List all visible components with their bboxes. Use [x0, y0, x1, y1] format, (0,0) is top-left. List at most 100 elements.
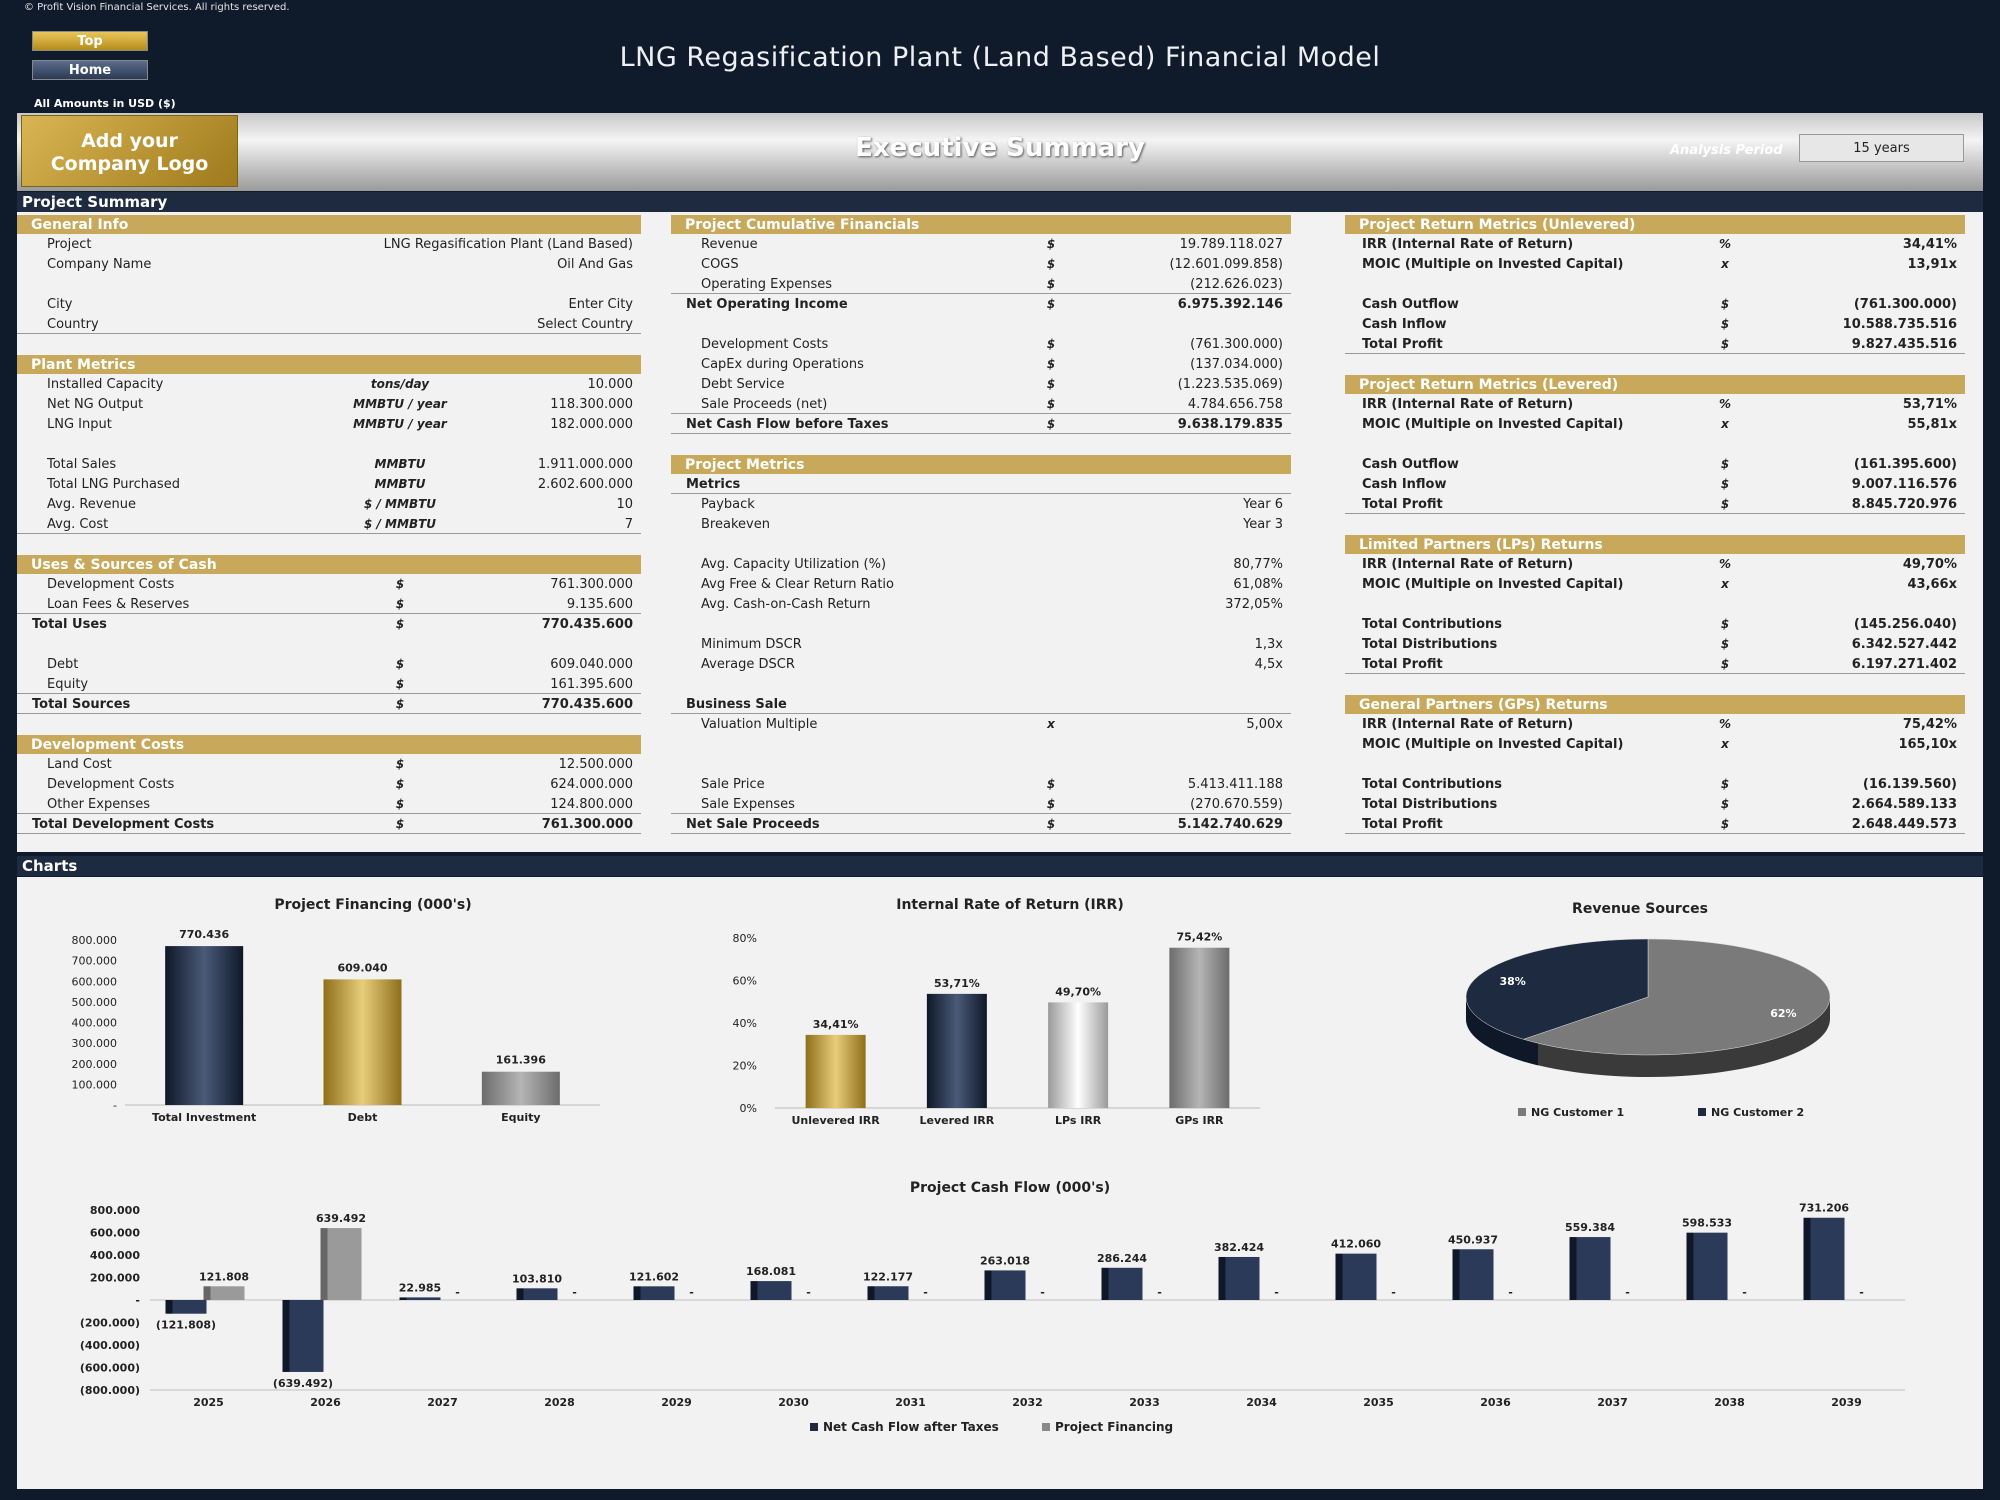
row-value: (1.223.535.069): [1177, 377, 1283, 392]
bar-lps-irr: [1048, 1002, 1109, 1108]
row-value: (212.626.023): [1190, 277, 1283, 292]
company-logo-placeholder[interactable]: Add your Company Logo: [21, 115, 238, 187]
row-label: MOIC (Multiple on Invested Capital): [1362, 737, 1624, 752]
row-unit: x: [1721, 737, 1729, 751]
row-value: 75,42%: [1902, 717, 1957, 732]
bar-side-net-cash-flow-after-taxes: [1101, 1267, 1109, 1300]
row-label: Net Operating Income: [686, 297, 848, 312]
bar-net-cash-flow-after-taxes: [523, 1288, 558, 1300]
row-value: 10: [616, 497, 633, 512]
logo-line2: Company Logo: [50, 153, 209, 175]
summary-row: Avg. Cash-on-Cash Return 372,05%: [671, 594, 1291, 614]
data-label: 450.937: [1448, 1233, 1498, 1246]
y-tick-label: 700.000: [72, 955, 118, 968]
analysis-period-select[interactable]: 15 years: [1799, 134, 1964, 162]
row-label: Sale Proceeds (net): [701, 397, 828, 412]
row-value: 4.784.656.758: [1187, 397, 1283, 412]
spacer-row: [671, 754, 1291, 774]
row-label: Total Distributions: [1362, 637, 1498, 652]
row-label: Total Distributions: [1362, 797, 1498, 812]
row-unit: x: [1721, 257, 1729, 271]
bar-side-net-cash-flow-after-taxes: [867, 1286, 875, 1300]
row-label: Avg. Cost: [47, 517, 109, 532]
row-value: 10.588.735.516: [1842, 317, 1957, 332]
row-unit: $: [395, 677, 405, 691]
y-tick-label: 0%: [740, 1102, 757, 1115]
return-unlevered-title: Project Return Metrics (Unlevered): [1345, 215, 1965, 234]
row-value: LNG Regasification Plant (Land Based): [383, 237, 633, 252]
data-label: -: [1508, 1286, 1513, 1299]
x-tick-label: 2026: [310, 1396, 341, 1409]
bar-unlevered-irr: [805, 1034, 866, 1108]
summary-row: Sale Price $5.413.411.188: [671, 774, 1291, 794]
x-tick-label: 2030: [778, 1396, 809, 1409]
row-label: Development Costs: [47, 577, 175, 592]
row-label: Payback: [701, 497, 755, 512]
bar-side-net-cash-flow-after-taxes: [1686, 1232, 1694, 1300]
data-label: (121.808): [156, 1319, 216, 1332]
row-label: Cash Outflow: [1362, 297, 1459, 312]
row-label: Total Profit: [1362, 817, 1443, 832]
bar-net-cash-flow-after-taxes: [1225, 1256, 1260, 1300]
bar-equity: [481, 1071, 560, 1105]
data-label: -: [806, 1286, 811, 1299]
row-unit: $: [1046, 417, 1056, 431]
summary-row: Total Sources $770.435.600: [17, 694, 641, 714]
summary-row: Total Distributions $6.342.527.442: [1345, 634, 1965, 654]
row-label: Net Sale Proceeds: [686, 817, 820, 832]
summary-row: Total LNG Purchased MMBTU 2.602.600.000: [17, 474, 641, 494]
data-label: 75,42%: [1176, 931, 1222, 944]
summary-row: Cash Inflow $9.007.116.576: [1345, 474, 1965, 494]
summary-row: MOIC (Multiple on Invested Capital) x 43,6…: [1345, 574, 1965, 594]
irr-chart: 0% 20% 40% 60% 80% 34,41% Unlevered IRR 53,71% L…: [733, 931, 1260, 1127]
home-button[interactable]: Home: [32, 60, 148, 80]
bar-net-cash-flow-after-taxes: [1810, 1217, 1845, 1300]
summary-row: Total Contributions $ (16.139.560): [1345, 774, 1965, 794]
row-unit: $: [1720, 777, 1730, 791]
data-label: 731.206: [1799, 1202, 1849, 1215]
legend-label: Project Financing: [1055, 1420, 1173, 1434]
x-tick-label: 2035: [1363, 1396, 1394, 1409]
row-value: 1,3x: [1254, 637, 1283, 652]
row-label: MOIC (Multiple on Invested Capital): [1362, 257, 1624, 272]
development-costs-title: Development Costs: [17, 735, 641, 754]
row-unit: MMBTU / year: [353, 397, 447, 411]
row-value: 10.000: [587, 377, 634, 392]
development-costs-block: Development Costs Land Cost $12.500.000 Dev…: [17, 735, 641, 834]
row-value: 761.300.000: [541, 817, 633, 832]
data-label: 639.492: [316, 1212, 366, 1225]
row-label: Project: [47, 237, 92, 252]
data-label: 609.040: [337, 961, 387, 974]
bar-project-financing: [327, 1228, 362, 1300]
summary-row: Debt $609.040.000: [17, 654, 641, 674]
row-unit: $: [1046, 397, 1056, 411]
x-tick-label: 2025: [193, 1396, 224, 1409]
data-label: 53,71%: [934, 977, 980, 990]
row-value: 7: [624, 517, 633, 532]
bar-side-net-cash-flow-after-taxes: [1803, 1217, 1811, 1300]
data-label: -: [455, 1286, 460, 1299]
row-unit: MMBTU / year: [353, 417, 447, 431]
row-value: Year 6: [1243, 497, 1283, 512]
row-unit: x: [1721, 417, 1729, 431]
top-button[interactable]: Top: [32, 31, 148, 51]
data-label: -: [1859, 1286, 1864, 1299]
row-unit: %: [1718, 397, 1732, 411]
row-value: 43,66x: [1907, 577, 1957, 592]
row-value: (270.670.559): [1190, 797, 1283, 812]
spacer-row: [671, 534, 1291, 554]
row-unit: $: [1046, 237, 1056, 251]
row-unit: $ / MMBTU: [363, 517, 437, 531]
legend-label: NG Customer 1: [1531, 1106, 1624, 1119]
data-label: 412.060: [1331, 1238, 1381, 1251]
row-unit: $: [395, 817, 405, 831]
row-label: Total Profit: [1362, 497, 1443, 512]
row-value: 2.648.449.573: [1851, 817, 1957, 832]
x-tick-label: LPs IRR: [1055, 1114, 1102, 1127]
bar-gps-irr: [1169, 947, 1230, 1108]
x-tick-label: 2031: [895, 1396, 926, 1409]
row-label: Debt: [47, 657, 79, 672]
plant-metrics-title: Plant Metrics: [17, 355, 641, 374]
row-value: 9.638.179.835: [1177, 417, 1283, 432]
row-label: Operating Expenses: [701, 277, 833, 292]
